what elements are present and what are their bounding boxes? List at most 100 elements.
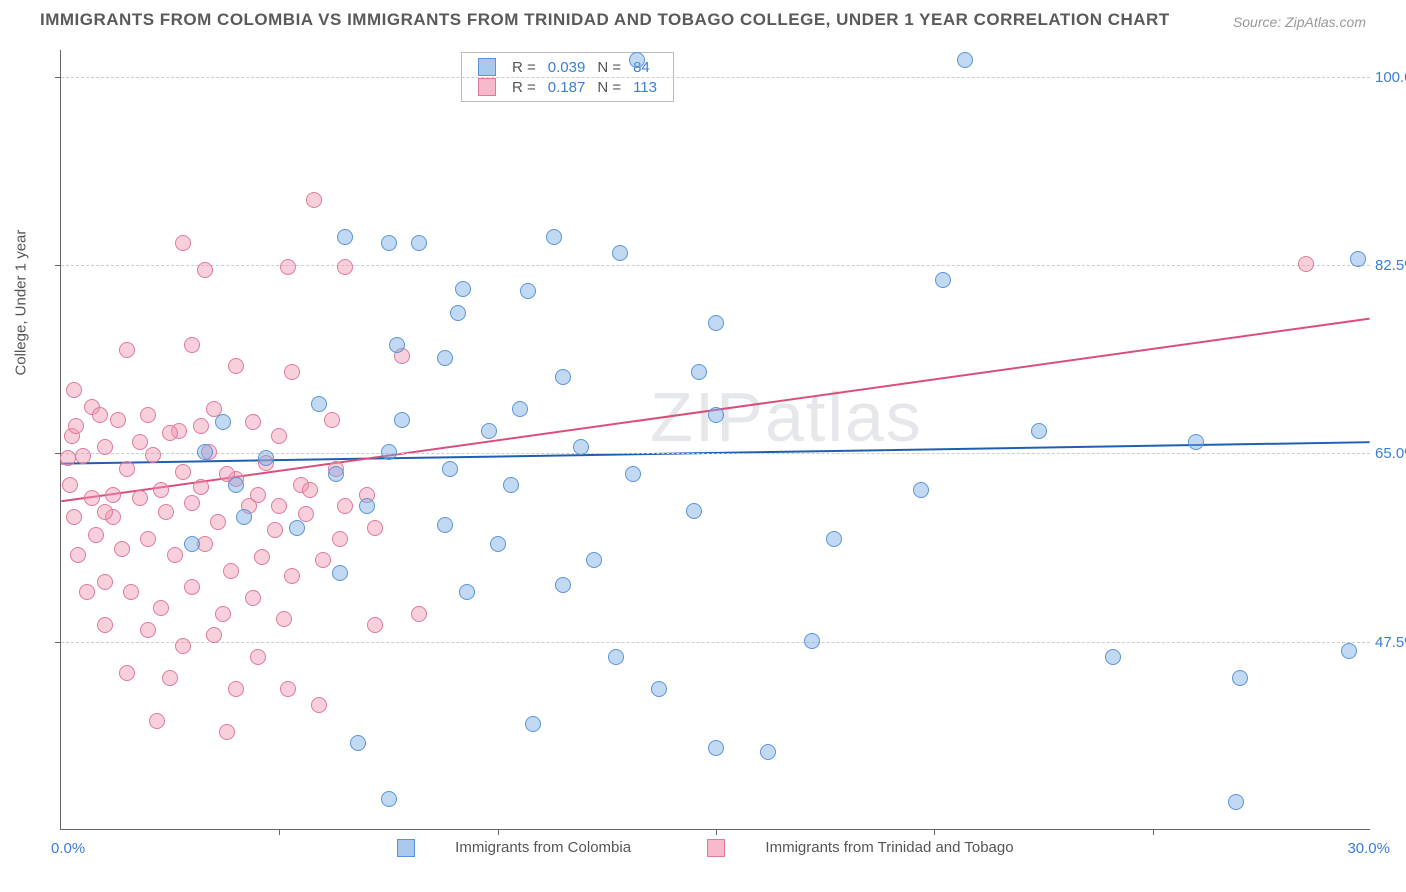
scatter-point-colombia <box>450 305 466 321</box>
series-legend: Immigrants from Colombia Immigrants from… <box>361 839 1050 857</box>
grid-line <box>61 642 1370 643</box>
trend-lines-svg <box>61 50 1370 829</box>
scatter-point-trinidad <box>206 627 222 643</box>
scatter-point-trinidad <box>66 509 82 525</box>
scatter-point-colombia <box>555 369 571 385</box>
scatter-point-colombia <box>525 716 541 732</box>
scatter-point-colombia <box>359 498 375 514</box>
scatter-point-colombia <box>328 466 344 482</box>
scatter-point-colombia <box>1105 649 1121 665</box>
scatter-point-colombia <box>437 517 453 533</box>
scatter-point-trinidad <box>75 448 91 464</box>
scatter-point-trinidad <box>175 464 191 480</box>
source-label: Source: ZipAtlas.com <box>1233 14 1366 30</box>
scatter-point-trinidad <box>123 584 139 600</box>
scatter-point-colombia <box>1228 794 1244 810</box>
scatter-point-trinidad <box>162 425 178 441</box>
scatter-point-trinidad <box>119 461 135 477</box>
scatter-point-trinidad <box>132 434 148 450</box>
scatter-point-colombia <box>215 414 231 430</box>
scatter-point-trinidad <box>92 407 108 423</box>
scatter-point-colombia <box>1188 434 1204 450</box>
y-axis-label: College, Under 1 year <box>13 229 30 375</box>
scatter-point-trinidad <box>271 428 287 444</box>
scatter-point-colombia <box>1031 423 1047 439</box>
scatter-point-trinidad <box>267 522 283 538</box>
scatter-point-colombia <box>442 461 458 477</box>
legend-item-colombia: Immigrants from Colombia <box>379 839 653 856</box>
scatter-point-colombia <box>481 423 497 439</box>
scatter-point-colombia <box>651 681 667 697</box>
scatter-point-trinidad <box>167 547 183 563</box>
scatter-point-colombia <box>686 503 702 519</box>
grid-line <box>61 77 1370 78</box>
scatter-point-colombia <box>826 531 842 547</box>
scatter-point-trinidad <box>367 617 383 633</box>
scatter-point-trinidad <box>66 382 82 398</box>
scatter-point-colombia <box>691 364 707 380</box>
scatter-point-colombia <box>957 52 973 68</box>
scatter-point-colombia <box>546 229 562 245</box>
scatter-point-trinidad <box>254 549 270 565</box>
scatter-point-colombia <box>708 315 724 331</box>
swatch-trinidad <box>478 78 496 96</box>
scatter-point-colombia <box>490 536 506 552</box>
legend-item-trinidad: Immigrants from Trinidad and Tobago <box>689 839 1031 856</box>
scatter-point-trinidad <box>215 606 231 622</box>
scatter-point-colombia <box>913 482 929 498</box>
scatter-point-colombia <box>573 439 589 455</box>
scatter-point-trinidad <box>271 498 287 514</box>
x-tick <box>279 829 280 835</box>
scatter-point-trinidad <box>245 590 261 606</box>
scatter-point-colombia <box>935 272 951 288</box>
scatter-point-trinidad <box>140 622 156 638</box>
scatter-point-trinidad <box>110 412 126 428</box>
scatter-point-trinidad <box>315 552 331 568</box>
scatter-point-trinidad <box>302 482 318 498</box>
scatter-point-colombia <box>804 633 820 649</box>
scatter-point-trinidad <box>284 364 300 380</box>
scatter-point-colombia <box>459 584 475 600</box>
scatter-point-colombia <box>332 565 348 581</box>
scatter-point-trinidad <box>337 259 353 275</box>
x-axis-max-label: 30.0% <box>1347 840 1390 857</box>
scatter-point-trinidad <box>280 681 296 697</box>
scatter-point-trinidad <box>79 584 95 600</box>
scatter-point-trinidad <box>153 600 169 616</box>
scatter-point-trinidad <box>184 495 200 511</box>
scatter-point-trinidad <box>119 342 135 358</box>
scatter-point-colombia <box>197 444 213 460</box>
scatter-point-colombia <box>411 235 427 251</box>
scatter-point-trinidad <box>153 482 169 498</box>
x-tick <box>498 829 499 835</box>
scatter-point-trinidad <box>311 697 327 713</box>
scatter-point-trinidad <box>149 713 165 729</box>
scatter-point-trinidad <box>411 606 427 622</box>
scatter-point-colombia <box>381 235 397 251</box>
scatter-point-trinidad <box>250 487 266 503</box>
scatter-point-trinidad <box>367 520 383 536</box>
scatter-point-colombia <box>258 450 274 466</box>
scatter-point-colombia <box>1341 643 1357 659</box>
scatter-point-trinidad <box>284 568 300 584</box>
legend-label-colombia: Immigrants from Colombia <box>455 839 631 856</box>
scatter-point-colombia <box>625 466 641 482</box>
scatter-point-colombia <box>228 477 244 493</box>
scatter-point-trinidad <box>219 724 235 740</box>
scatter-point-trinidad <box>306 192 322 208</box>
x-axis-min-label: 0.0% <box>51 840 85 857</box>
scatter-point-colombia <box>708 407 724 423</box>
scatter-point-trinidad <box>184 337 200 353</box>
scatter-point-colombia <box>612 245 628 261</box>
scatter-point-trinidad <box>158 504 174 520</box>
scatter-point-colombia <box>520 283 536 299</box>
scatter-point-trinidad <box>280 259 296 275</box>
y-tick-label: 82.5% <box>1375 257 1406 274</box>
scatter-point-colombia <box>629 52 645 68</box>
legend-row-trinidad: R = 0.187 N = 113 <box>472 77 663 97</box>
scatter-point-trinidad <box>140 531 156 547</box>
scatter-point-trinidad <box>114 541 130 557</box>
x-tick <box>716 829 717 835</box>
scatter-point-trinidad <box>105 487 121 503</box>
scatter-point-trinidad <box>84 490 100 506</box>
